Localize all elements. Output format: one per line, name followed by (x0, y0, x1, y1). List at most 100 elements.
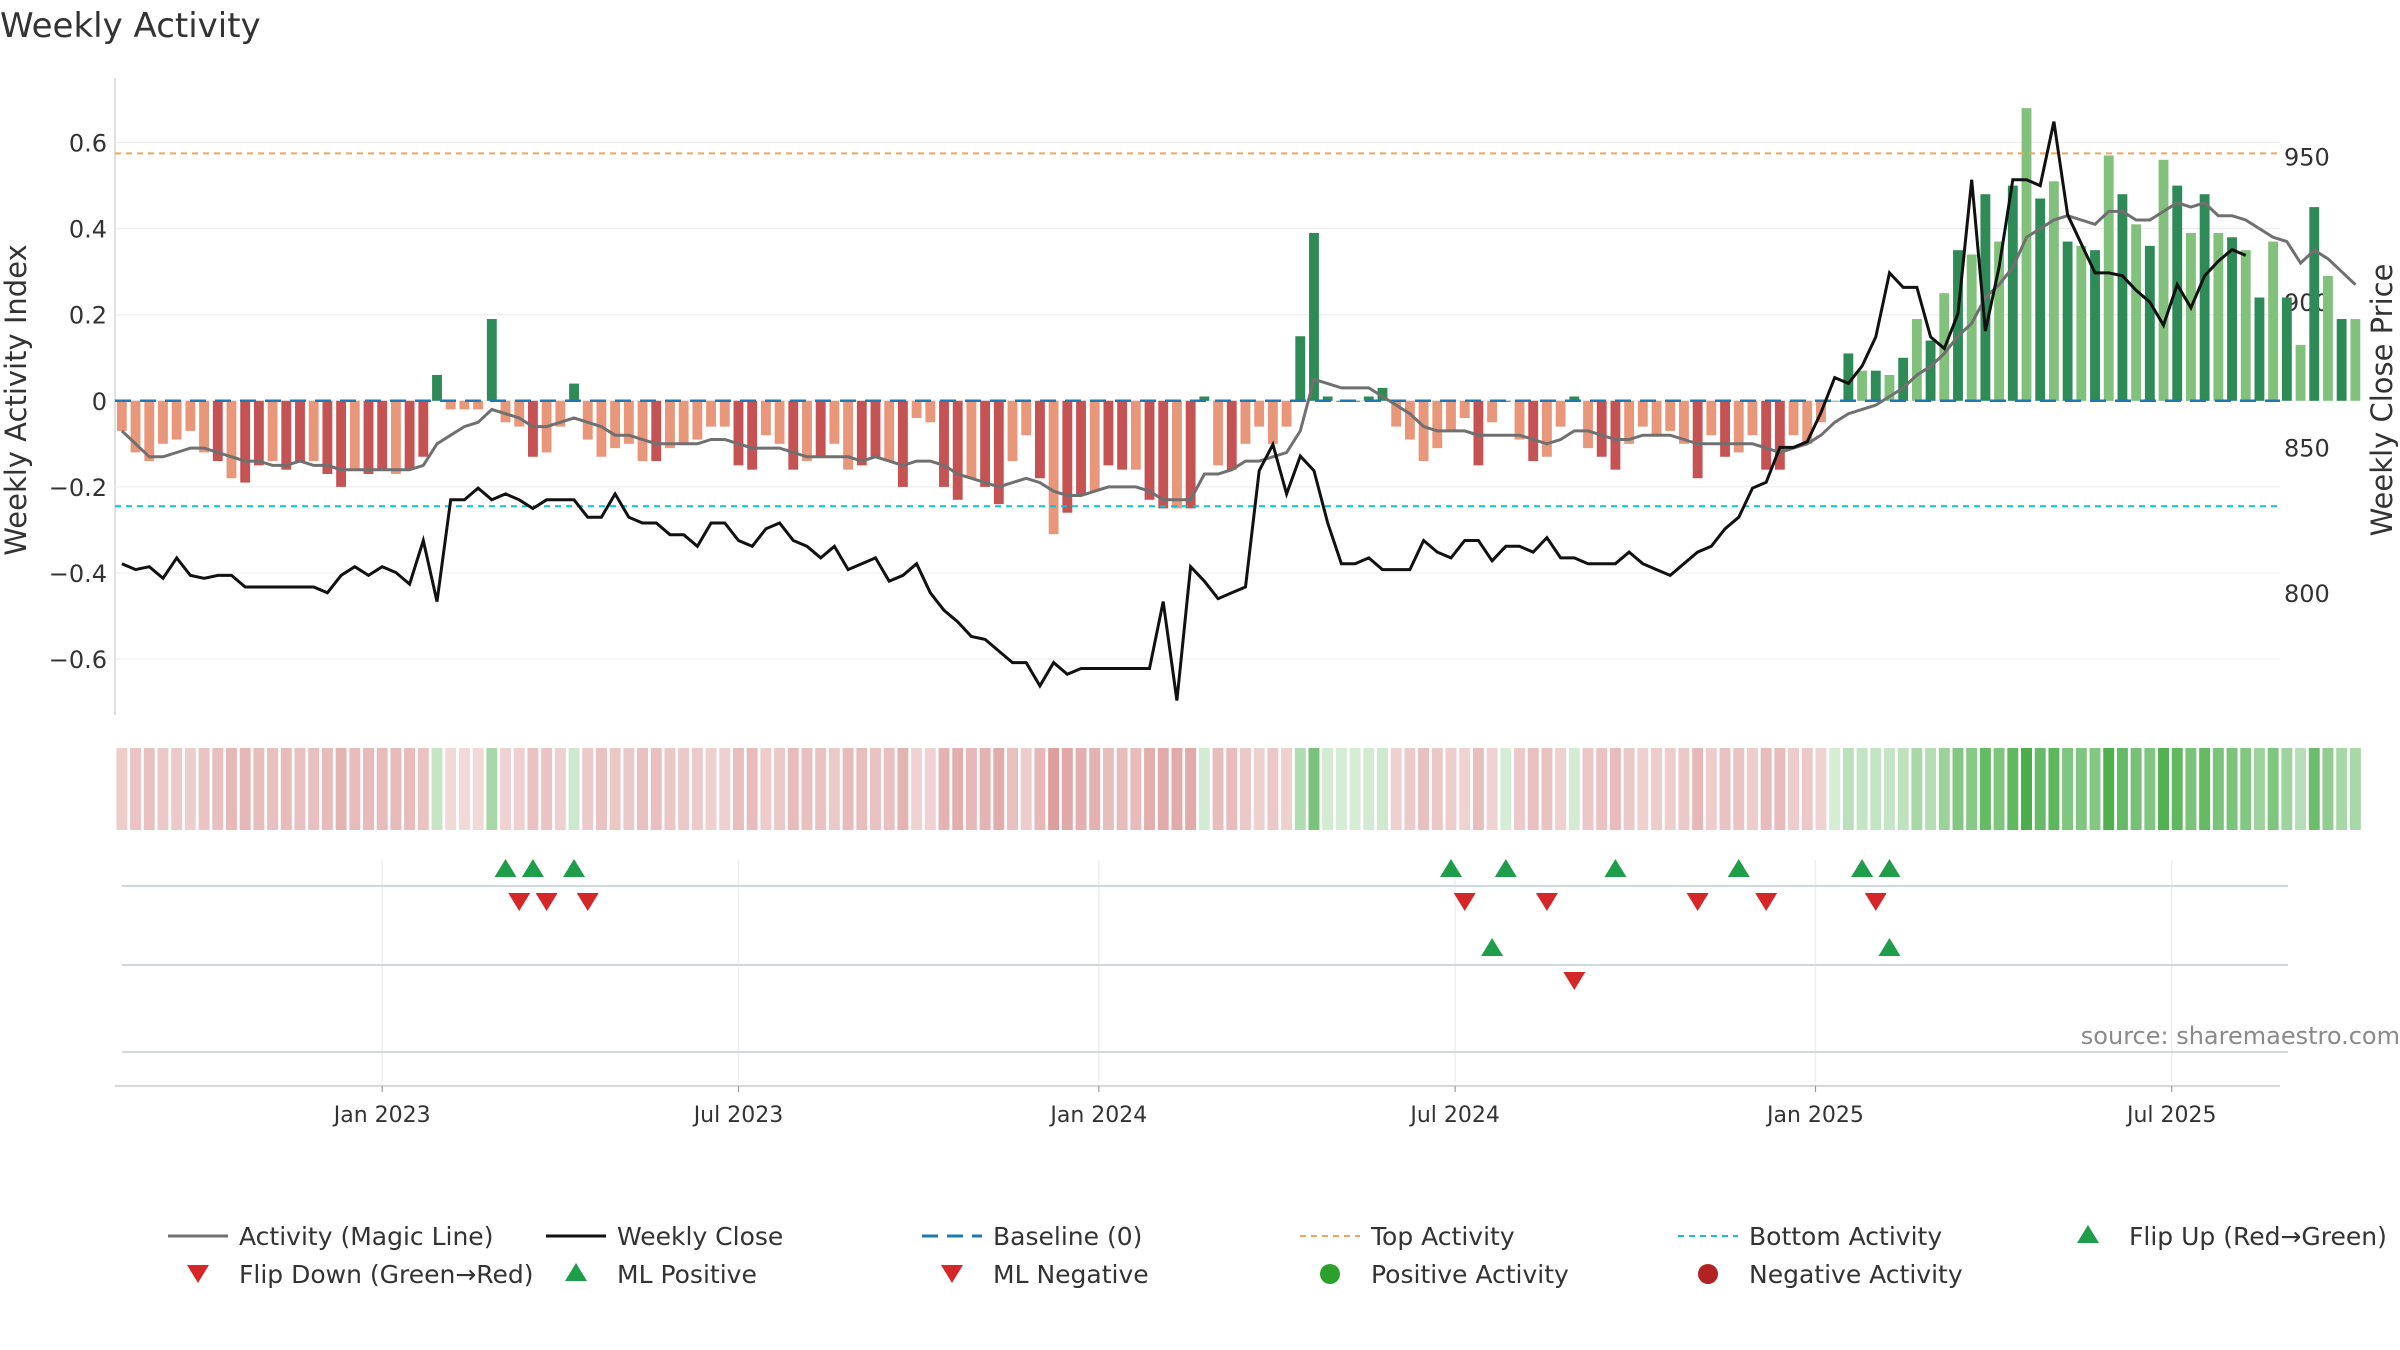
activity-bar (2213, 232, 2224, 401)
legend-swatch-ml-negative (941, 1265, 963, 1283)
activity-bar (2254, 297, 2265, 401)
activity-bar (1172, 400, 1182, 509)
activity-bar (1007, 400, 1018, 462)
activity-bar (870, 400, 881, 457)
activity-bar (322, 400, 333, 474)
heat-strip-cell (1925, 748, 1937, 830)
activity-bar (1720, 400, 1730, 457)
y-tick-label: 0.2 (69, 302, 107, 330)
activity-bar (1692, 400, 1703, 479)
heat-strip-cell (1719, 748, 1731, 830)
heat-strip-cell (541, 748, 553, 830)
y2-tick-label: 950 (2284, 144, 2330, 172)
activity-bar (2186, 232, 2196, 401)
activity-bar (349, 400, 360, 470)
heat-strip-cell (486, 748, 498, 830)
y-tick-label: 0 (92, 388, 107, 416)
heat-strip-cell (1472, 748, 1484, 830)
heat-strip-cell (1061, 748, 1073, 830)
heat-strip-cell (171, 748, 183, 830)
heat-strip-cell (1596, 748, 1608, 830)
heat-strip-cell (911, 748, 923, 830)
activity-bar (295, 400, 305, 462)
heat-strip-cell (1582, 748, 1594, 830)
heat-strip-cell (801, 748, 813, 830)
heat-strip-cell (787, 748, 799, 830)
heat-strip-cell (705, 748, 717, 830)
heat-strip-cell (280, 748, 292, 830)
flip-down-marker (1686, 893, 1709, 911)
ml-positive-marker (1878, 938, 1901, 956)
heat-strip-cell (2130, 748, 2142, 830)
x-tick-label: Jan 2024 (1048, 1103, 1147, 1128)
activity-bar (1295, 336, 1306, 401)
heat-strip-cell (2308, 748, 2320, 830)
heat-strip-cell (1966, 748, 1978, 830)
heat-strip-cell (815, 748, 827, 830)
heat-strip-cell (664, 748, 676, 830)
activity-bar (1144, 400, 1155, 500)
activity-bar (637, 400, 648, 462)
heat-strip-cell (184, 748, 196, 830)
activity-bar (486, 319, 497, 401)
heat-strip-cell (1883, 748, 1895, 830)
activity-bar (2323, 275, 2333, 401)
activity-bar (1541, 400, 1552, 457)
activity-bar (897, 400, 908, 487)
heat-strip-cell (1829, 748, 1841, 830)
activity-bar (760, 400, 771, 436)
heat-strip-cell (1157, 748, 1169, 830)
heat-strip-cell (1459, 748, 1471, 830)
x-tick-label: Jul 2025 (2125, 1103, 2217, 1128)
heat-strip-cell (308, 748, 320, 830)
heat-strip-cell (1418, 748, 1430, 830)
ml-positive-marker (1481, 938, 1504, 956)
heat-strip-cell (390, 748, 402, 830)
heat-strip-cell (2075, 748, 2087, 830)
heat-strip-cell (856, 748, 868, 830)
activity-bar (1377, 387, 1388, 401)
chart-title: Weekly Activity (0, 6, 261, 46)
heat-strip-cell (1623, 748, 1635, 830)
activity-bar (281, 400, 292, 470)
activity-bar (1473, 400, 1484, 466)
heat-strip-cell (1335, 748, 1347, 830)
activity-bar (939, 400, 949, 487)
heat-strip-cell (527, 748, 539, 830)
heat-strip-cell (1774, 748, 1786, 830)
heat-strip-cell (1267, 748, 1279, 830)
activity-bar (1199, 396, 1210, 401)
heat-strip-cell (1856, 748, 1868, 830)
activity-bar (267, 400, 278, 462)
heat-strip-cell (1541, 748, 1553, 830)
heat-strip-cell (760, 748, 772, 830)
activity-bar (1254, 400, 1265, 427)
heat-strip-cell (2103, 748, 2115, 830)
heat-strip-cell (1692, 748, 1704, 830)
activity-bar (199, 400, 209, 453)
heat-strip-cell (253, 748, 265, 830)
heat-strip-cell (445, 748, 457, 830)
activity-bar (2090, 250, 2100, 401)
heat-strip-cell (1801, 748, 1813, 830)
activity-bar (2295, 344, 2306, 401)
activity-bar (623, 400, 634, 444)
activity-bar (1103, 400, 1114, 466)
flip-down-marker (1755, 893, 1778, 911)
heat-strip-cell (2267, 748, 2279, 830)
heat-strip-cell (1486, 748, 1498, 830)
legend-label: Top Activity (1370, 1222, 1515, 1251)
activity-bar (802, 400, 812, 462)
activity-bar (815, 400, 826, 457)
heat-strip-cell (1198, 748, 1210, 830)
heat-strip-cell (883, 748, 895, 830)
activity-bar (2158, 159, 2169, 401)
heat-strip-cell (1007, 748, 1018, 830)
heat-strip-cell (1130, 748, 1142, 830)
activity-bar (1747, 400, 1758, 436)
flip-up-marker (1878, 859, 1901, 877)
heat-strip-cell (1842, 748, 1854, 830)
heat-strip-cell (239, 748, 251, 830)
heat-strip-cell (1651, 748, 1663, 830)
activity-bar (212, 400, 223, 462)
